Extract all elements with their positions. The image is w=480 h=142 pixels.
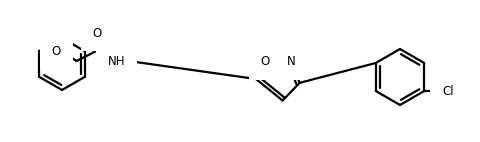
Text: NH: NH xyxy=(108,55,125,67)
Text: O: O xyxy=(52,44,61,58)
Text: O: O xyxy=(93,27,102,39)
Text: Cl: Cl xyxy=(442,84,454,98)
Text: O: O xyxy=(261,55,270,68)
Text: N: N xyxy=(287,55,295,68)
